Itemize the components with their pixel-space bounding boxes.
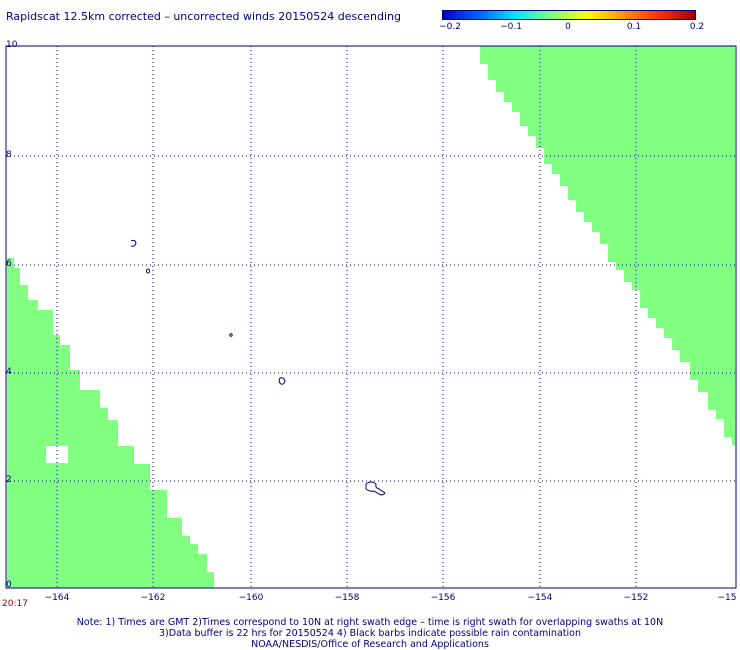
footnote-line-2: 3)Data buffer is 22 hrs for 20150524 4) …	[159, 628, 581, 639]
lon-label: −156	[430, 593, 456, 603]
colorbar-tick-label: 0.2	[689, 22, 705, 32]
lon-label: −158	[334, 593, 360, 603]
lon-label: −160	[238, 593, 264, 603]
island-outline	[365, 481, 386, 496]
lon-label: −154	[527, 593, 553, 603]
lon-label: −162	[140, 593, 166, 603]
island-outline	[278, 377, 286, 385]
lon-label: −152	[623, 593, 649, 603]
island-outline	[146, 268, 150, 274]
lon-label: −164	[44, 593, 70, 603]
island-outline	[130, 239, 137, 247]
footnote-line-3: NOAA/NESDIS/Office of Research and Appli…	[251, 639, 489, 650]
lat-label: 6	[6, 259, 12, 269]
colorbar-tick-label: 0.1	[626, 22, 642, 32]
lat-label: 2	[6, 475, 12, 485]
swath-right	[480, 46, 735, 445]
colorbar-tick-label: −0.2	[439, 22, 461, 32]
colorbar	[442, 10, 696, 20]
swath-left	[7, 258, 214, 588]
plot-frame	[5, 45, 737, 589]
swath-time-label: 20:17	[2, 599, 28, 609]
footnote-line-1: Note: 1) Times are GMT 2)Times correspon…	[76, 617, 664, 628]
lat-label: 10	[6, 40, 18, 50]
lat-label: 0	[6, 580, 12, 590]
map-title: Rapidscat 12.5km corrected – uncorrected…	[6, 10, 402, 23]
coastlines	[130, 239, 386, 496]
latitude-gridlines	[6, 155, 736, 482]
lon-label: −15	[717, 593, 737, 603]
lat-label: 8	[6, 150, 12, 160]
colorbar-tick-label: −0.1	[500, 22, 522, 32]
colorbar-tick-label: 0	[565, 22, 571, 32]
island-outline	[229, 333, 233, 337]
lat-label: 4	[6, 367, 12, 377]
